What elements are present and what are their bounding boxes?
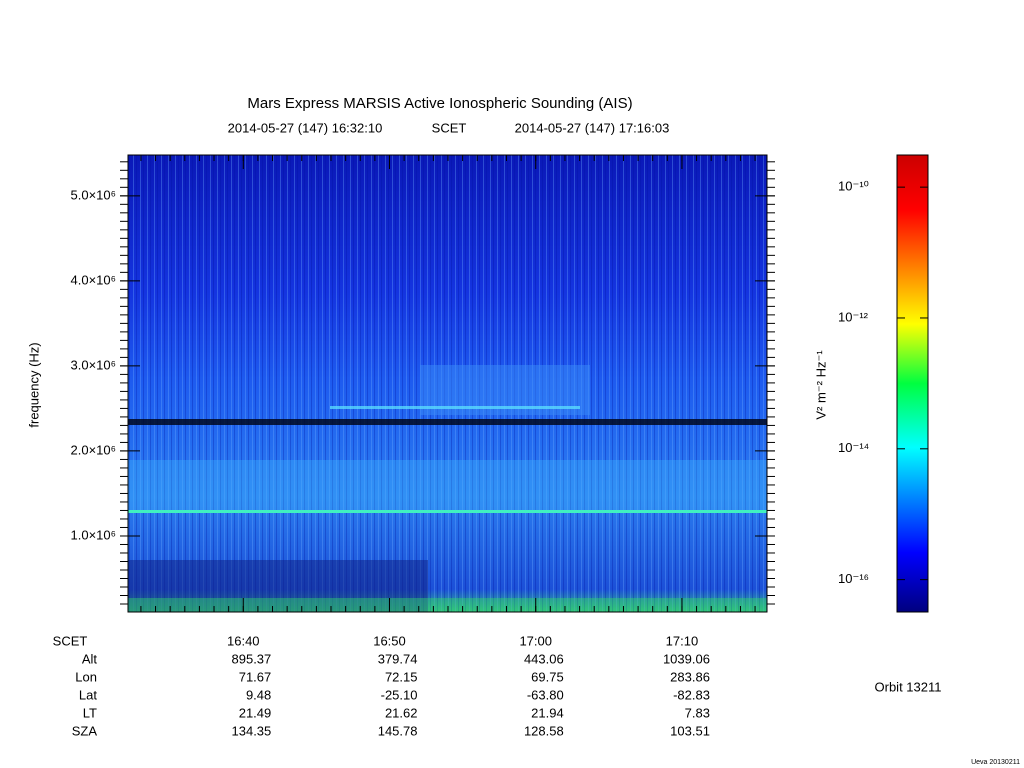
ephemeris-value: 1039.06	[663, 651, 710, 666]
ephemeris-value: -25.10	[381, 687, 418, 702]
footer: Ueva 20130211	[971, 759, 1020, 766]
spectrogram	[127, 154, 768, 613]
ephemeris-value: -82.83	[673, 687, 710, 702]
colorbar-tick-label: 10⁻¹⁰	[838, 179, 869, 194]
colorbar-tick-label: 10⁻¹⁶	[838, 571, 869, 586]
ephemeris-value: 21.94	[531, 705, 564, 720]
orbit-label: Orbit 13211	[875, 679, 942, 694]
y-tick-label: 1.0×10⁶	[71, 527, 116, 542]
ephemeris-value: 7.83	[685, 705, 710, 720]
spectrogram-band	[128, 560, 428, 612]
ephemeris-value: 145.78	[378, 723, 418, 738]
ephemeris-value: 379.74	[378, 651, 418, 666]
y-tick-label: 5.0×10⁶	[71, 187, 116, 202]
ephemeris-value: 103.51	[670, 723, 710, 738]
spectrogram-band	[330, 406, 580, 409]
ephemeris-label: Lon	[75, 669, 97, 684]
ephemeris-value: 443.06	[524, 651, 564, 666]
ephemeris-label: Lat	[79, 687, 97, 702]
ephemeris-value: 134.35	[232, 723, 272, 738]
time-start: 2014-05-27 (147) 16:32:10	[228, 120, 383, 135]
chart-title: Mars Express MARSIS Active Ionospheric S…	[247, 95, 632, 112]
colorbar-label: V² m⁻² Hz⁻¹	[813, 350, 828, 420]
ephemeris-value: 9.48	[246, 687, 271, 702]
time-label: SCET	[432, 120, 467, 135]
colorbar-tick-label: 10⁻¹²	[838, 309, 869, 324]
y-axis-label: frequency (Hz)	[26, 342, 41, 427]
ephemeris-label: LT	[83, 705, 97, 720]
x-tick-label: 16:40	[227, 633, 260, 648]
y-tick-label: 2.0×10⁶	[71, 442, 116, 457]
spectrogram-band	[128, 419, 767, 425]
y-tick-label: 3.0×10⁶	[71, 357, 116, 372]
ephemeris-value: 283.86	[670, 669, 710, 684]
spectrogram-band	[128, 460, 767, 510]
x-tick-label: 17:10	[666, 633, 699, 648]
x-tick-label: 17:00	[519, 633, 552, 648]
ephemeris-label: Alt	[82, 651, 98, 666]
y-tick-label: 4.0×10⁶	[71, 272, 116, 287]
ephemeris-value: 21.49	[239, 705, 272, 720]
colorbar-tick-label: 10⁻¹⁴	[838, 440, 869, 455]
ephemeris-value: 72.15	[385, 669, 418, 684]
spectrogram-band	[128, 598, 767, 612]
colorbar	[896, 154, 929, 613]
ephemeris-value: 69.75	[531, 669, 564, 684]
ephemeris-value: -63.80	[527, 687, 564, 702]
x-tick-label: 16:50	[373, 633, 406, 648]
ephemeris-value: 21.62	[385, 705, 418, 720]
ephemeris-value: 128.58	[524, 723, 564, 738]
ephemeris-value: 71.67	[239, 669, 272, 684]
ephemeris-label: SZA	[72, 723, 98, 738]
spectrogram-band	[128, 510, 767, 513]
ephemeris-label: SCET	[53, 633, 88, 648]
ephemeris-value: 895.37	[232, 651, 272, 666]
time-end: 2014-05-27 (147) 17:16:03	[515, 120, 670, 135]
